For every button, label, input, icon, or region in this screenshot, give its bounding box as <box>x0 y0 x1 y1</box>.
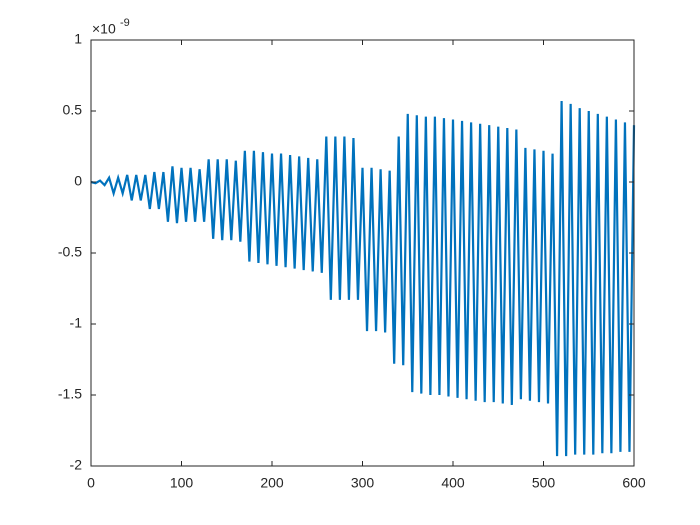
y-tick-label: -0.5 <box>58 244 82 260</box>
x-tick-label: 200 <box>260 475 284 491</box>
x-tick-label: 0 <box>87 475 95 491</box>
y-scale-base: ×10 <box>92 21 116 37</box>
y-tick-label: -2 <box>70 457 83 473</box>
y-tick-label: 0.5 <box>63 102 83 118</box>
x-tick-label: 300 <box>351 475 375 491</box>
y-tick-label: 0 <box>74 173 82 189</box>
x-tick-label: 600 <box>622 475 646 491</box>
y-tick-label: -1 <box>70 315 83 331</box>
x-tick-label: 500 <box>532 475 556 491</box>
data-line <box>90 101 636 457</box>
x-tick-label: 100 <box>170 475 194 491</box>
y-scale-exponent: -9 <box>120 17 130 29</box>
y-tick-label: 1 <box>74 31 82 47</box>
x-tick-label: 400 <box>441 475 465 491</box>
y-tick-label: -1.5 <box>58 386 82 402</box>
